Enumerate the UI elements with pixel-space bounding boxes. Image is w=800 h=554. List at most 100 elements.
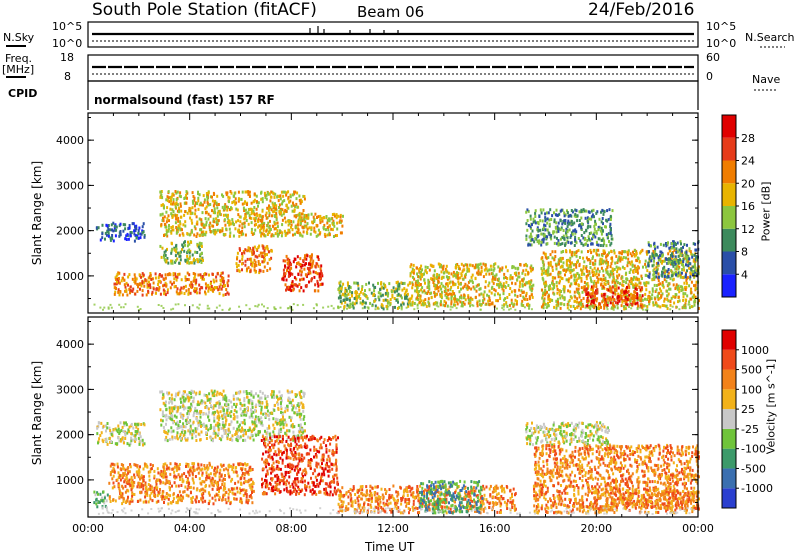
data-cell-power bbox=[258, 214, 261, 218]
data-cell-velocity bbox=[186, 416, 189, 420]
data-cell-velocity bbox=[134, 433, 137, 437]
nave-tick-top: 60 bbox=[706, 51, 720, 64]
data-cell-power bbox=[695, 255, 698, 259]
data-cell-power bbox=[263, 191, 266, 195]
data-cell-power bbox=[648, 257, 651, 261]
data-cell-power bbox=[171, 261, 174, 265]
data-cell-power bbox=[600, 238, 603, 242]
data-cell-power bbox=[420, 288, 423, 292]
data-cell-power bbox=[125, 234, 128, 238]
data-cell-power bbox=[600, 229, 602, 233]
data-cell-power bbox=[627, 296, 630, 300]
data-cell-velocity bbox=[235, 432, 238, 436]
data-cell-power bbox=[162, 203, 164, 207]
data-cell-power bbox=[322, 226, 325, 230]
data-cell-power bbox=[386, 294, 389, 298]
data-cell-velocity bbox=[256, 417, 259, 421]
data-cell-power bbox=[305, 257, 308, 261]
data-cell-power bbox=[455, 299, 458, 303]
data-cell-velocity bbox=[280, 418, 283, 422]
data-cell-power bbox=[408, 301, 411, 305]
data-cell-power bbox=[675, 285, 678, 289]
data-cell-power bbox=[134, 279, 137, 283]
data-cell-power bbox=[604, 225, 606, 229]
data-cell-power bbox=[692, 270, 695, 274]
data-cell-power bbox=[677, 254, 680, 258]
data-cell-power bbox=[542, 264, 545, 268]
data-cell-power bbox=[694, 260, 697, 263]
data-cell-power bbox=[428, 302, 431, 306]
data-cell-power bbox=[595, 272, 598, 276]
data-cell-power bbox=[223, 207, 226, 211]
data-cell-power bbox=[377, 281, 379, 285]
data-cell-power bbox=[340, 289, 343, 293]
data-cell-power bbox=[362, 292, 365, 296]
ground-scatter-cell bbox=[350, 303, 353, 306]
data-cell-power bbox=[245, 211, 248, 215]
data-cell-power bbox=[437, 286, 440, 290]
data-cell-velocity bbox=[182, 392, 185, 395]
data-cell-velocity bbox=[227, 403, 230, 407]
data-cell-power bbox=[111, 228, 113, 232]
ground-scatter-cell bbox=[606, 308, 609, 311]
data-cell-power bbox=[573, 278, 576, 282]
data-cell-power bbox=[615, 254, 618, 258]
data-cell-power bbox=[163, 223, 166, 226]
data-cell-power bbox=[212, 287, 215, 291]
data-cell-velocity bbox=[222, 389, 225, 393]
ground-scatter-cell bbox=[502, 305, 505, 308]
data-cell-power bbox=[563, 211, 566, 215]
data-cell-power bbox=[174, 221, 177, 225]
data-cell-power bbox=[662, 243, 665, 247]
data-cell-power bbox=[416, 296, 419, 300]
data-cell-power bbox=[351, 291, 354, 295]
data-cell-power bbox=[608, 296, 611, 300]
data-cell-power bbox=[415, 279, 418, 283]
data-cell-power bbox=[597, 248, 600, 252]
data-cell-velocity bbox=[280, 405, 283, 409]
data-cell-power bbox=[297, 273, 300, 276]
data-cell-power bbox=[502, 292, 505, 296]
data-cell-power bbox=[534, 237, 537, 240]
data-cell-power bbox=[285, 203, 288, 207]
data-cell-power bbox=[275, 218, 278, 222]
data-cell-power bbox=[166, 247, 168, 251]
data-cell-power bbox=[553, 305, 556, 309]
data-cell-power bbox=[589, 248, 592, 252]
data-cell-power bbox=[571, 232, 574, 236]
ground-scatter-cell bbox=[501, 304, 504, 307]
data-cell-velocity bbox=[221, 423, 224, 427]
data-cell-power bbox=[595, 230, 598, 234]
ground-scatter-cell bbox=[416, 307, 419, 310]
data-cell-power bbox=[276, 232, 279, 236]
data-cell-power bbox=[680, 242, 682, 246]
data-cell-power bbox=[594, 221, 597, 225]
ground-scatter-cell bbox=[665, 304, 668, 307]
data-cell-power bbox=[224, 203, 227, 207]
data-cell-power bbox=[117, 280, 120, 284]
data-cell-power bbox=[269, 206, 272, 210]
ground-scatter-cell bbox=[337, 307, 340, 310]
data-cell-power bbox=[141, 225, 144, 229]
data-cell-power bbox=[417, 282, 420, 285]
data-cell-velocity bbox=[280, 396, 283, 400]
data-cell-power bbox=[542, 232, 545, 236]
data-cell-power bbox=[616, 276, 619, 280]
data-cell-power bbox=[185, 201, 188, 205]
data-cell-power bbox=[667, 292, 670, 296]
data-cell-power bbox=[170, 226, 173, 229]
data-cell-power bbox=[122, 276, 124, 280]
data-cell-power bbox=[623, 299, 626, 302]
data-cell-power bbox=[455, 266, 457, 270]
data-cell-power bbox=[659, 287, 661, 291]
data-cell-power bbox=[502, 289, 505, 293]
data-cell-power bbox=[266, 247, 269, 251]
data-cell-power bbox=[206, 198, 209, 202]
data-cell-power bbox=[438, 273, 441, 277]
data-cell-power bbox=[427, 300, 430, 304]
data-cell-power bbox=[257, 246, 260, 249]
data-cell-power bbox=[528, 285, 531, 289]
data-cell-power bbox=[293, 192, 296, 196]
data-cell-power bbox=[286, 285, 289, 289]
data-cell-power bbox=[149, 272, 152, 275]
